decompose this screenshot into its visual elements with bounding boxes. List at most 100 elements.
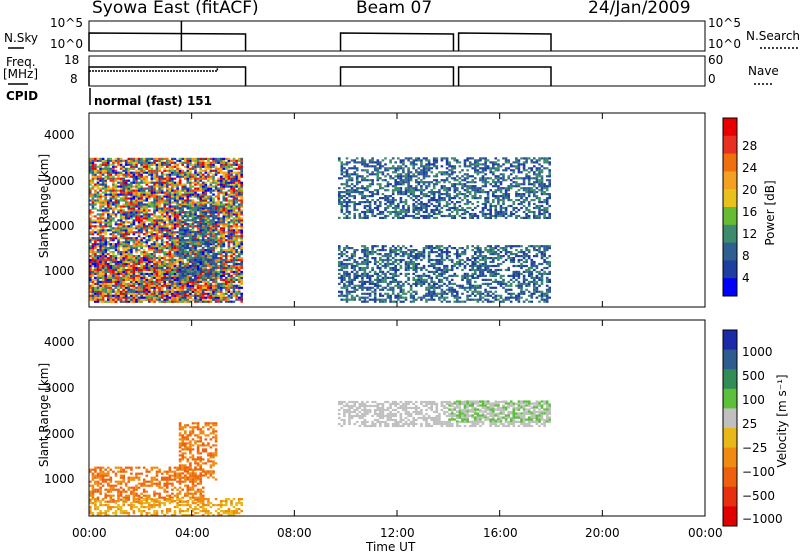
heatmap-cell (397, 181, 400, 184)
heatmap-cell (135, 290, 138, 293)
heatmap-cell (184, 253, 187, 256)
heatmap-cell (201, 157, 205, 160)
heatmap-cell (240, 300, 243, 303)
heatmap-cell (168, 171, 172, 174)
heatmap-cell (140, 211, 143, 214)
heatmap-cell (145, 179, 149, 182)
heatmap-cell (355, 183, 359, 186)
heatmap-cell (99, 195, 102, 198)
heatmap-cell (153, 247, 156, 250)
heatmap-cell (171, 294, 174, 297)
heatmap-cell (137, 288, 141, 291)
heatmap-cell (135, 161, 138, 164)
heatmap-cell (130, 260, 133, 264)
heatmap-cell (371, 173, 374, 176)
heatmap-cell (191, 262, 195, 265)
heatmap-cell (137, 183, 141, 186)
heatmap-cell (124, 181, 128, 184)
heatmap-cell (412, 204, 415, 208)
heatmap-cell (409, 163, 413, 166)
heatmap-cell (96, 245, 100, 248)
heatmap-cell (109, 213, 113, 216)
heatmap-cell (142, 278, 146, 281)
heatmap-cell (101, 195, 105, 198)
heatmap-cell (358, 193, 362, 196)
heatmap-cell (194, 159, 197, 162)
heatmap-cell (353, 197, 356, 200)
heatmap-cell (207, 157, 210, 160)
heatmap-cell (122, 179, 125, 182)
heatmap-cell (178, 169, 182, 172)
heatmap-cell (212, 161, 215, 164)
heatmap-cell (204, 215, 208, 218)
heatmap-cell (189, 157, 192, 160)
heatmap-cell (186, 268, 190, 271)
heatmap-cell (194, 177, 197, 180)
heatmap-cell (181, 211, 184, 214)
heatmap-cell (127, 249, 131, 252)
heatmap-cell (153, 292, 156, 295)
heatmap-cell (109, 225, 113, 228)
heatmap-cell (176, 251, 179, 254)
heatmap-cell (142, 282, 146, 285)
heatmap-cell (101, 211, 105, 214)
heatmap-cell (230, 195, 233, 198)
heatmap-cell (186, 227, 190, 230)
heatmap-cell (166, 229, 169, 232)
heatmap-cell (237, 266, 241, 270)
heatmap-cell (397, 191, 400, 194)
heatmap-cell (204, 253, 208, 256)
heatmap-cell (184, 282, 187, 285)
heatmap-cell (168, 231, 172, 234)
heatmap-cell (171, 253, 174, 256)
heatmap-cell (101, 247, 105, 250)
heatmap-cell (109, 233, 113, 236)
heatmap-cell (176, 274, 179, 277)
heatmap-cell (191, 207, 195, 210)
heatmap-cell (222, 255, 226, 258)
heatmap-cell (219, 207, 223, 210)
heatmap-cell (145, 171, 149, 174)
heatmap-cell (237, 268, 241, 272)
heatmap-cell (99, 197, 102, 200)
heatmap-cell (227, 217, 231, 220)
heatmap-cell (194, 230, 197, 234)
heatmap-cell (155, 183, 159, 186)
heatmap-cell (191, 284, 195, 287)
heatmap-cell (227, 177, 231, 180)
heatmap-cell (189, 205, 192, 208)
heatmap-cell (214, 256, 218, 259)
heatmap-cell (140, 169, 143, 172)
heatmap-cell (345, 201, 349, 204)
heatmap-cell (160, 227, 164, 230)
heatmap-cell (381, 187, 385, 190)
heatmap-cell (384, 216, 387, 219)
heatmap-cell (91, 199, 95, 202)
heatmap-cell (107, 294, 110, 297)
heatmap-cell (173, 266, 177, 270)
heatmap-cell (230, 260, 233, 264)
heatmap-cell (184, 266, 187, 269)
heatmap-cell (127, 167, 131, 170)
heatmap-cell (196, 235, 200, 238)
heatmap-cell (104, 177, 107, 180)
heatmap-cell (107, 171, 110, 174)
heatmap-cell (189, 264, 192, 268)
heatmap-cell (178, 181, 182, 184)
heatmap-cell (219, 179, 223, 182)
heatmap-cell (155, 159, 159, 162)
heatmap-cell (386, 183, 390, 186)
heatmap-cell (209, 276, 213, 279)
heatmap-cell (160, 219, 164, 222)
heatmap-cell (140, 201, 143, 204)
heatmap-cell (130, 175, 133, 178)
heatmap-cell (219, 221, 223, 224)
heatmap-cell (209, 227, 213, 230)
heatmap-cell (171, 219, 174, 222)
heatmap-cell (109, 191, 113, 194)
heatmap-cell (232, 241, 236, 244)
heatmap-cell (219, 185, 223, 188)
heatmap-cell (404, 214, 408, 218)
heatmap-cell (171, 187, 174, 190)
heatmap-cell (153, 253, 156, 256)
